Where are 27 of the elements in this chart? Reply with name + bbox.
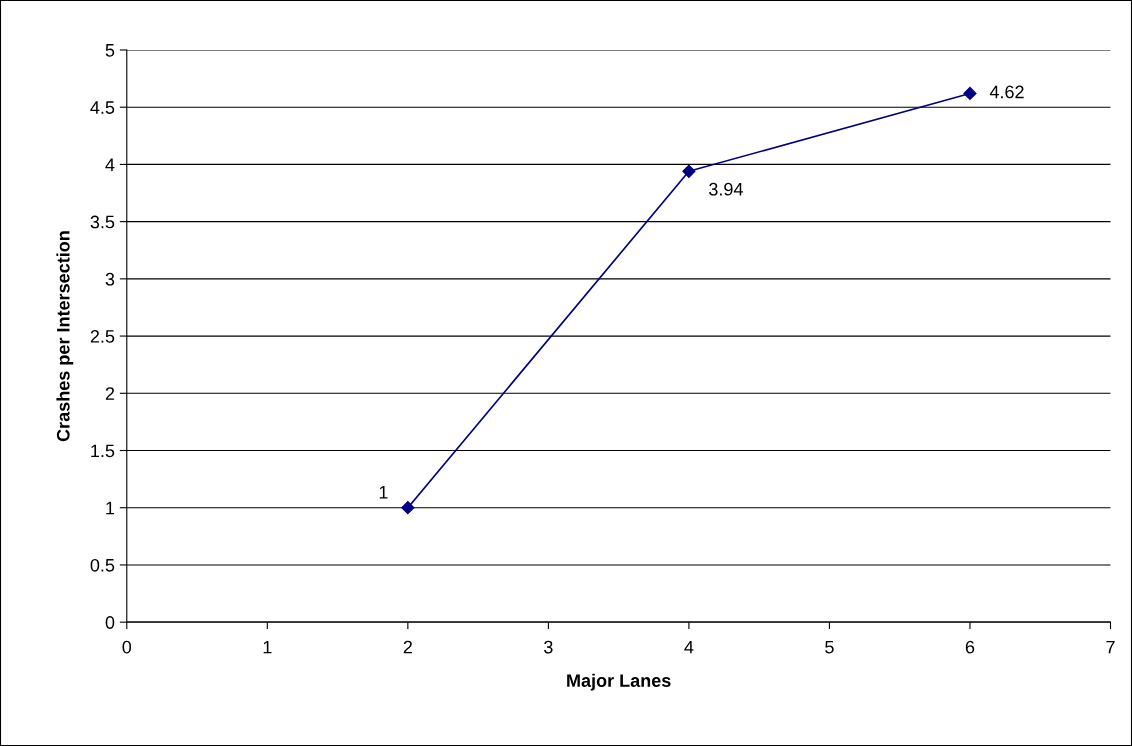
x-tick-label: 0 (122, 640, 132, 654)
y-tick-label: 2.5 (90, 330, 115, 343)
y-tick-label: 3 (105, 272, 115, 286)
y-tick-label: 1.5 (91, 444, 115, 458)
point (401, 501, 415, 515)
y-tick-label: 1 (106, 501, 115, 515)
point (682, 164, 696, 178)
x-tick-label: 2 (403, 640, 412, 654)
y-tick-label: 2 (105, 387, 115, 400)
y-tick-label: 5 (105, 44, 115, 57)
x-tick-label: 1 (263, 640, 272, 654)
x-axis-title: Major Lanes (567, 673, 671, 691)
data-label: 1 (379, 486, 388, 499)
point (963, 86, 977, 101)
x-tick-label: 5 (825, 640, 834, 654)
x-tick-label: 4 (684, 640, 694, 654)
y-tick-label: 4.5 (90, 101, 115, 114)
x-tick-label: 3 (544, 640, 553, 654)
y-tick-label: 3.5 (90, 215, 115, 229)
x-tick-label: 6 (965, 640, 975, 654)
data-label: 3.94 (709, 182, 743, 196)
y-tick-label: 4 (105, 158, 115, 171)
y-axis-title: Crashes per Intersection (56, 231, 74, 442)
x-tick-label: 7 (1106, 640, 1115, 654)
data-label: 4.62 (989, 85, 1024, 99)
y-tick-label: 0.5 (90, 558, 115, 572)
y-tick-label: 0 (105, 616, 115, 629)
